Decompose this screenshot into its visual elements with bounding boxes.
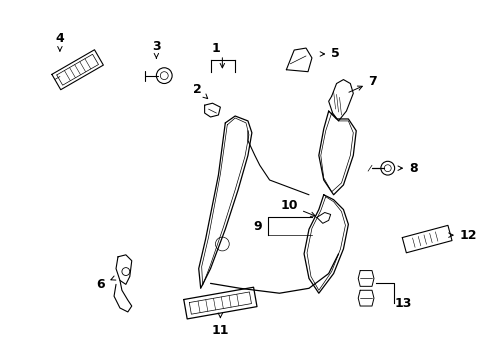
Text: 6: 6 [96, 276, 116, 291]
Text: 4: 4 [56, 32, 64, 51]
Text: 9: 9 [253, 220, 262, 233]
Text: 5: 5 [320, 48, 339, 60]
Text: 10: 10 [280, 199, 315, 216]
Text: 13: 13 [394, 297, 411, 310]
Text: 11: 11 [211, 313, 229, 337]
Text: 8: 8 [397, 162, 417, 175]
Text: 1: 1 [211, 41, 220, 55]
Text: 7: 7 [348, 75, 377, 92]
Text: 2: 2 [193, 83, 207, 99]
Text: 12: 12 [447, 229, 476, 242]
Text: 3: 3 [152, 40, 161, 58]
